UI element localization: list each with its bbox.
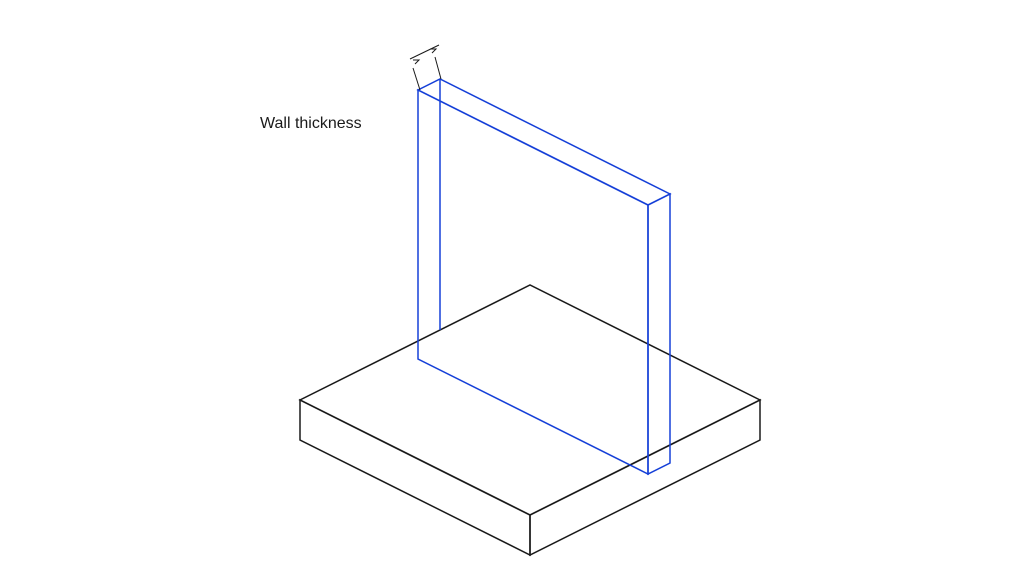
wall-top-face	[418, 79, 670, 205]
base-front-right-face	[530, 400, 760, 555]
wall-thickness-label: Wall thickness	[260, 115, 362, 132]
dimension-extension-line-2	[435, 57, 441, 79]
dimension-arrow-2	[430, 49, 436, 53]
wall-side-face	[648, 194, 670, 474]
dimension-arrow-1	[413, 60, 419, 64]
isometric-diagram: Wall thickness	[0, 0, 1024, 567]
dimension-extension-line-1	[413, 68, 420, 90]
base-top-face	[300, 285, 760, 515]
base-front-left-face	[300, 400, 530, 555]
dimension-line	[410, 45, 439, 59]
